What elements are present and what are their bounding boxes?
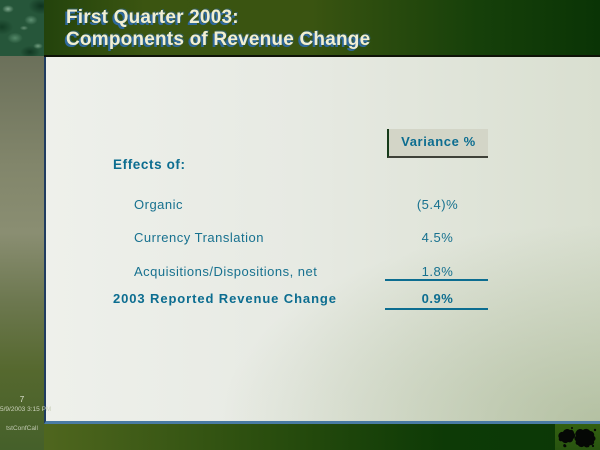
title-line-2: Components of Revenue Change <box>66 29 371 50</box>
row-value-reported-revenue-change: 0.9% <box>421 291 454 306</box>
row-label-reported-revenue-change: 2003 Reported Revenue Change <box>113 291 337 306</box>
slide-header: First Quarter 2003: Components of Revenu… <box>44 0 600 57</box>
total-rule <box>385 308 488 310</box>
title-line-1: First Quarter 2003: <box>66 7 239 28</box>
subtotal-rule <box>385 279 488 281</box>
row-value-acquisitions-dispositions: 1.8% <box>421 264 454 279</box>
bottom-band <box>44 424 600 450</box>
marble-texture-corner <box>0 0 44 56</box>
table-row: Currency Translation 4.5% <box>46 230 600 246</box>
logo-box <box>555 424 600 450</box>
table-row-total: 2003 Reported Revenue Change 0.9% <box>46 291 600 307</box>
row-value-currency-translation: 4.5% <box>421 230 454 245</box>
slide-filename: tstConfCall <box>6 425 38 432</box>
row-label-currency-translation: Currency Translation <box>134 230 264 245</box>
page-number: 7 <box>19 395 25 404</box>
corner-logo-icon <box>558 427 597 448</box>
row-value-organic: (5.4)% <box>416 197 459 212</box>
row-label-acquisitions-dispositions: Acquisitions/Dispositions, net <box>134 264 318 279</box>
slide-datetime: 5/9/2003 3:15 PM <box>0 406 52 413</box>
left-strip <box>0 56 44 450</box>
row-label-organic: Organic <box>134 197 184 212</box>
variance-column-header: Variance % <box>387 129 488 158</box>
slide-content: Variance % Effects of: Organic (5.4)% Cu… <box>44 57 600 424</box>
page-title: First Quarter 2003: Components of Revenu… <box>66 7 370 51</box>
table-row: Acquisitions/Dispositions, net 1.8% <box>46 264 600 280</box>
table-row: Organic (5.4)% <box>46 197 600 213</box>
effects-of-label: Effects of: <box>113 157 186 172</box>
